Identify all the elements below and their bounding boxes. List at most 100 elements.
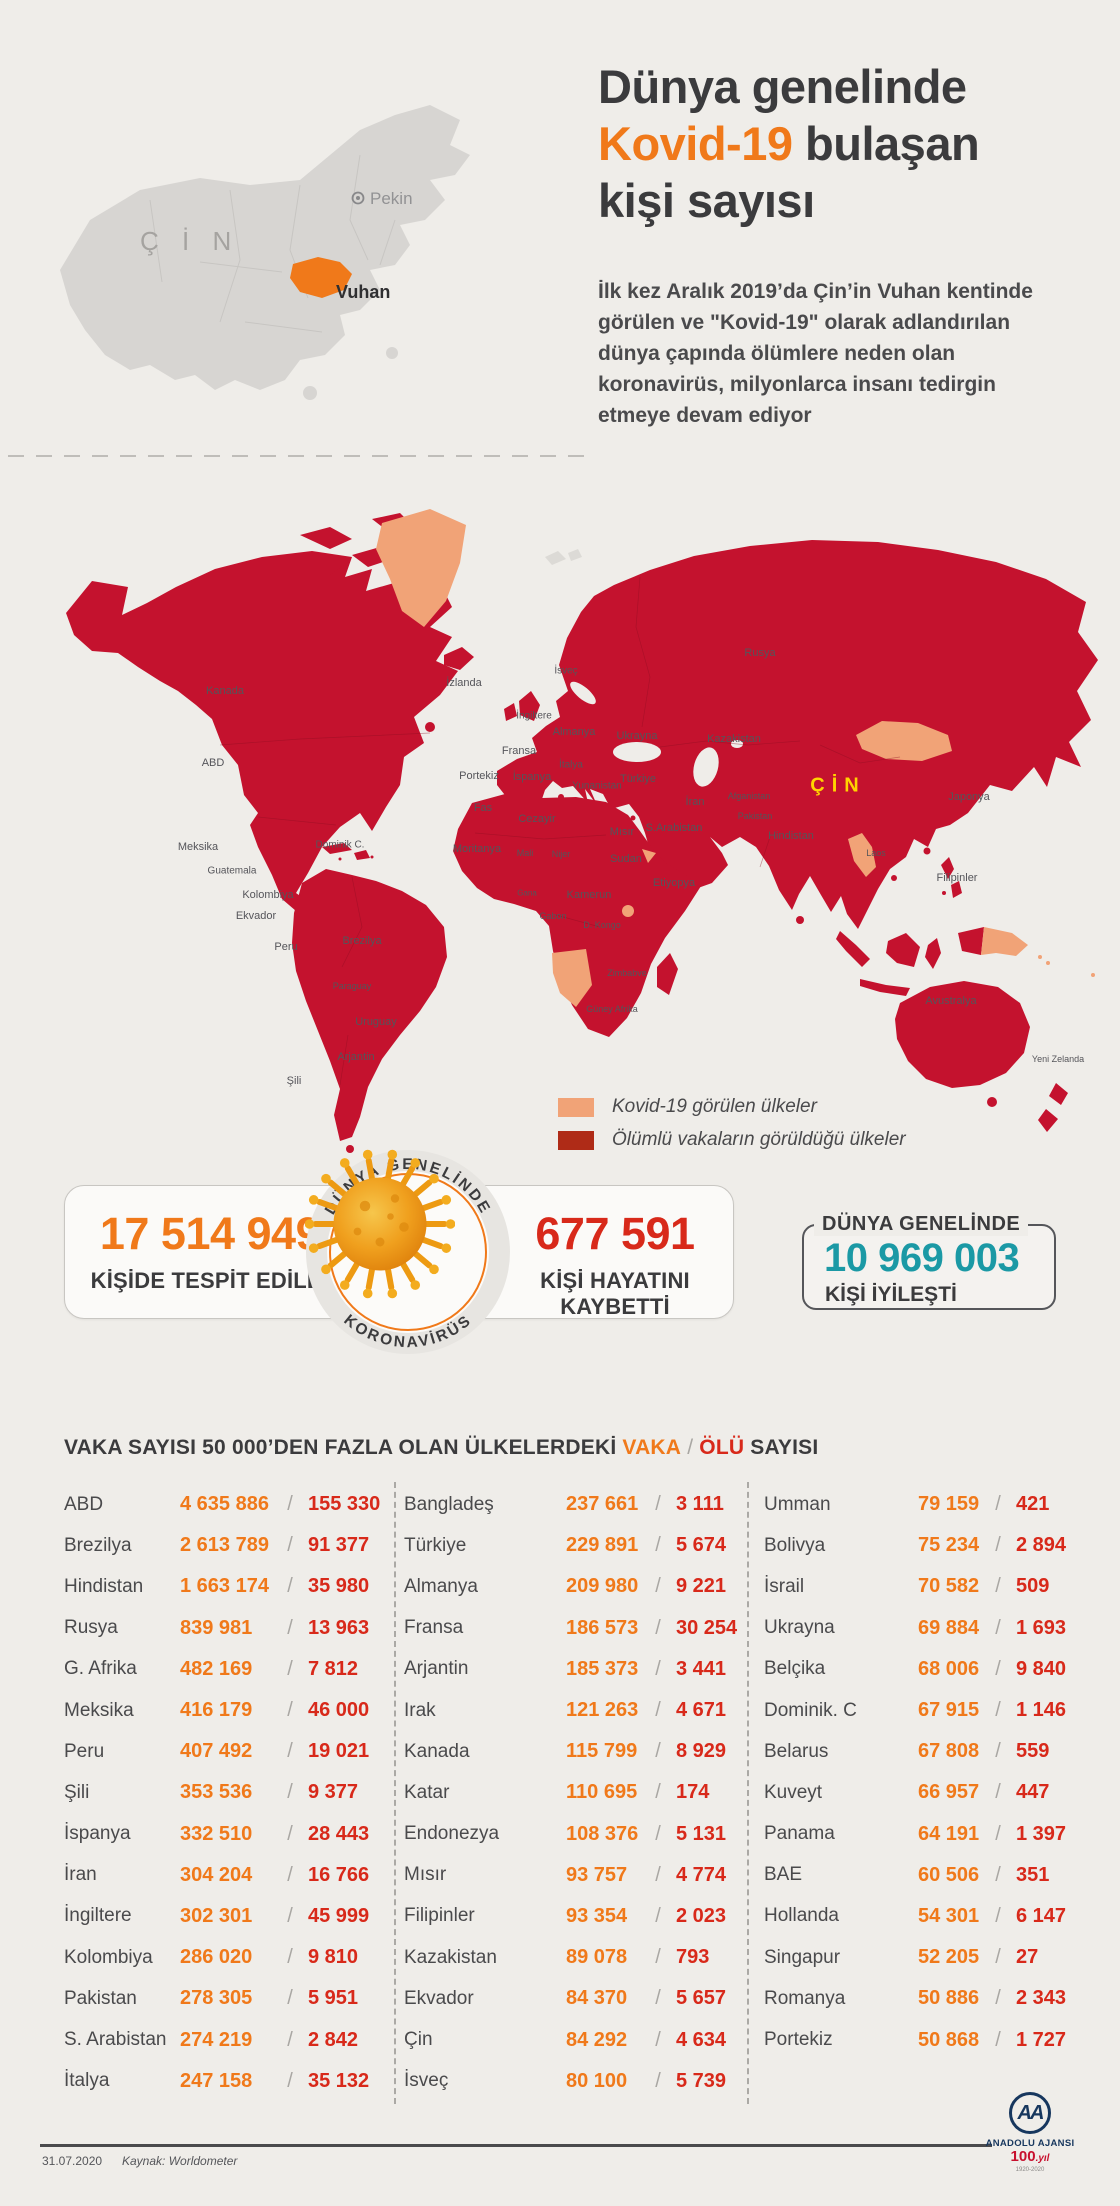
- recovered-box-title: DÜNYA GENELİNDE: [814, 1213, 1029, 1236]
- country-name: G. Afrika: [64, 1658, 137, 1680]
- cases-count: 50 868: [918, 2028, 980, 2051]
- country-name: Belçika: [764, 1658, 826, 1680]
- country-name: Meksika: [64, 1699, 134, 1721]
- map-label-gana: Gana: [517, 888, 537, 898]
- intro-text: İlk kez Aralık 2019’da Çin’in Vuhan kent…: [598, 280, 1033, 427]
- slash-separator: /: [995, 1781, 1001, 1804]
- table-row: Çin 84 292 / 4 634: [404, 2019, 737, 2060]
- cases-count: 69 884: [918, 1616, 980, 1639]
- cases-count: 108 376: [566, 1822, 639, 1845]
- hainan-shape: [303, 386, 317, 400]
- recovered-value: 10 969 003: [824, 1236, 1020, 1280]
- table-row: Irak 121 263 / 4 671: [404, 1690, 737, 1731]
- country-name: Fransa: [404, 1617, 464, 1639]
- deaths-count: 4 634: [676, 2028, 727, 2051]
- deaths-stat: 677 591 KİŞİ HAYATINI KAYBETTİ: [495, 1208, 735, 1320]
- country-name: Mısır: [404, 1864, 447, 1886]
- map-label-abd: ABD: [201, 757, 225, 769]
- slash-separator: /: [995, 1657, 1001, 1680]
- map-label-moritanya: Moritanya: [452, 843, 502, 855]
- slash-separator: /: [655, 1575, 661, 1598]
- deaths-count: 4 774: [676, 1863, 727, 1886]
- table-title: VAKA SAYISI 50 000’DEN FAZLA OLAN ÜLKELE…: [64, 1436, 819, 1459]
- cases-count: 89 078: [566, 1946, 628, 1969]
- country-name: Kazakistan: [404, 1946, 497, 1968]
- column-divider: [394, 1482, 396, 2104]
- map-label-ekvador: Ekvador: [235, 910, 277, 922]
- map-label-kolombiya: Kolombiya: [242, 889, 294, 901]
- country-name: Kuveyt: [764, 1781, 823, 1803]
- deaths-count: 2 842: [308, 2028, 359, 2051]
- vuhan-label: Vuhan: [336, 282, 390, 302]
- map-label-nijer: Nijer: [551, 849, 571, 859]
- deaths-count: 5 951: [308, 1987, 359, 2010]
- cases-count: 93 354: [566, 1904, 628, 1927]
- country-name: Brezilya: [64, 1534, 132, 1556]
- deaths-count: 174: [676, 1781, 710, 1804]
- cases-count: 353 536: [180, 1781, 253, 1804]
- pekin-marker-icon: [351, 191, 365, 205]
- deaths-count: 16 766: [308, 1863, 370, 1886]
- table-row: Arjantin 185 373 / 3 441: [404, 1649, 737, 1690]
- country-name: Bolivya: [764, 1534, 826, 1556]
- table-row: Kazakistan 89 078 / 793: [404, 1937, 737, 1978]
- country-name: İngiltere: [64, 1905, 132, 1927]
- cases-count: 4 635 886: [180, 1493, 269, 1516]
- deaths-count: 1 727: [1016, 2028, 1067, 2051]
- deaths-count: 30 254: [676, 1616, 738, 1639]
- deaths-count: 46 000: [308, 1699, 370, 1722]
- table-row: ABD 4 635 886 / 155 330: [64, 1484, 380, 1525]
- country-name: Bangladeş: [404, 1493, 494, 1515]
- deaths-count: 1 146: [1016, 1699, 1067, 1722]
- cases-count: 416 179: [180, 1699, 253, 1722]
- map-label-kamerun: Kamerun: [566, 889, 612, 901]
- country-borders: [219, 576, 901, 1086]
- map-label-mali: Mali: [516, 848, 534, 858]
- agency-name: ANADOLU AJANSI: [985, 2138, 1075, 2149]
- map-label-almanya: Almanya: [552, 726, 596, 738]
- slash-separator: /: [995, 1534, 1001, 1557]
- cases-count: 274 219: [180, 2028, 253, 2051]
- title-highlight: Kovid-19: [598, 117, 793, 170]
- cases-value: 17 514 949: [99, 1208, 321, 1259]
- deaths-count: 13 963: [308, 1616, 370, 1639]
- slash-separator: /: [995, 1987, 1001, 2010]
- slash-separator: /: [995, 1822, 1001, 1845]
- map-label-guatemala: Guatemala: [207, 865, 257, 877]
- pekin-label: Pekin: [370, 189, 413, 208]
- deaths-count: 27: [1016, 1946, 1039, 1969]
- slash-separator: /: [287, 1534, 293, 1557]
- deaths-value: 677 591: [535, 1208, 695, 1259]
- map-label-gabon: Gabon: [539, 911, 567, 921]
- cases-count: 93 757: [566, 1863, 628, 1886]
- slash-separator: /: [287, 1987, 293, 2010]
- slash-separator: /: [287, 2028, 293, 2051]
- map-label-portekiz: Portekiz: [459, 770, 499, 782]
- cases-count: 110 695: [566, 1781, 638, 1804]
- country-name: İtalya: [64, 2070, 110, 2092]
- country-name: Kolombiya: [64, 1946, 153, 1968]
- deaths-count: 28 443: [308, 1822, 370, 1845]
- country-name: Hollanda: [764, 1905, 839, 1927]
- deaths-count: 35 980: [308, 1575, 370, 1598]
- table-row: Katar 110 695 / 174: [404, 1772, 737, 1813]
- table-column-2: Bangladeş 237 661 / 3 111 Türkiye 229 891 / 5 6…: [404, 1484, 737, 2102]
- cases-count: 64 191: [918, 1822, 980, 1845]
- centennial-years: 1920-2020: [1015, 2167, 1045, 2173]
- map-label-paraguay: Paraguay: [332, 981, 372, 991]
- deaths-count: 509: [1016, 1575, 1050, 1598]
- china-shape: [60, 105, 470, 390]
- table-row: İran 304 204 / 16 766: [64, 1855, 380, 1896]
- country-name: Katar: [404, 1781, 450, 1803]
- map-label-mısır: Mısır: [609, 826, 635, 838]
- map-label-kanada: Kanada: [206, 685, 244, 697]
- map-label-i-ran: İran: [685, 796, 705, 808]
- table-row: İspanya 332 510 / 28 443: [64, 1814, 380, 1855]
- table-column-3: Umman 79 159 / 421 Bolivya 75 234 / 2 894 İsrail…: [764, 1484, 1066, 2061]
- cases-count: 229 891: [566, 1534, 639, 1557]
- table-row: Singapur 52 205 / 27: [764, 1937, 1066, 1978]
- map-label-ukrayna: Ukrayna: [616, 730, 658, 742]
- map-label-filipinler: Filipinler: [936, 872, 978, 884]
- cases-count: 482 169: [180, 1657, 253, 1680]
- deaths-count: 35 132: [308, 2069, 370, 2092]
